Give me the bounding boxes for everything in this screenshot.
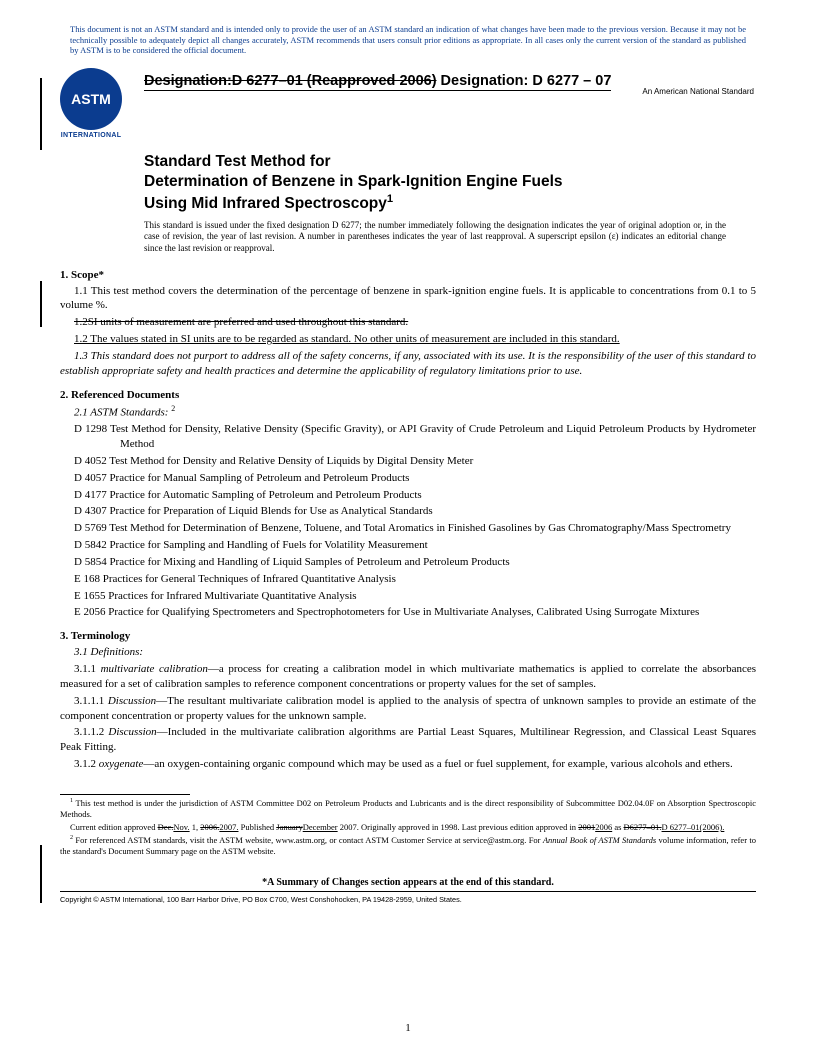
ref-item: E 2056 Practice for Qualifying Spectrome… (60, 605, 756, 620)
s3-p2term: Discussion (108, 695, 156, 707)
designation-struck: Designation:D 6277–01 (Reapproved 2006) (144, 73, 437, 89)
footnote-rule (60, 794, 190, 795)
fn1a: This test method is under the jurisdicti… (60, 798, 756, 819)
term-head: 3. Terminology (60, 630, 756, 642)
page-number: 1 (0, 1022, 816, 1034)
scope-head: 1. Scope* (60, 269, 756, 281)
summary-line: *A Summary of Changes section appears at… (60, 877, 756, 888)
title-sup: 1 (387, 193, 393, 205)
page: This document is not an ASTM standard an… (0, 0, 816, 1056)
change-bar (40, 281, 42, 327)
fn2: For referenced ASTM standards, visit the… (60, 835, 756, 856)
disclaimer: This document is not an ASTM standard an… (60, 24, 756, 56)
s1-p1: 1.1 This test method covers the determin… (60, 284, 756, 314)
s2-sub: 2.1 ASTM Standards: (74, 406, 168, 418)
logo-sub: INTERNATIONAL (59, 132, 124, 139)
s3-p4b: —an oxygen-containing organic compound w… (143, 758, 732, 770)
ref-item: D 5854 Practice for Mixing and Handling … (60, 555, 756, 570)
s1-p-new: 1.2 The values stated in SI units are to… (60, 332, 756, 347)
s3-p2a: 3.1.1.1 (74, 695, 108, 707)
logo-main: ASTM (71, 92, 111, 106)
ref-list: D 1298 Test Method for Density, Relative… (60, 422, 756, 620)
ref-item: D 4057 Practice for Manual Sampling of P… (60, 471, 756, 486)
ref-item: D 4307 Practice for Preparation of Liqui… (60, 504, 756, 519)
s3-p3b: —Included in the multivariate calibratio… (60, 726, 756, 753)
s2-sup: 2 (171, 404, 175, 413)
header: ASTM INTERNATIONAL Designation:D 6277–01… (60, 66, 756, 138)
issuance-note: This standard is issued under the fixed … (144, 220, 726, 255)
scope-body: 1.1 This test method covers the determin… (60, 284, 756, 379)
s3-p1a: 3.1.1 (74, 663, 101, 675)
s3-p3a: 3.1.1.2 (74, 726, 108, 738)
ans-note: An American National Standard (642, 87, 754, 96)
s3-p2b: —The resultant multivariate calibration … (60, 695, 756, 722)
fn1b: Current edition approved Dec.Nov. 1, 200… (60, 822, 756, 833)
refdocs-body: 2.1 ASTM Standards: 2 D 1298 Test Method… (60, 404, 756, 621)
s3-p4a: 3.1.2 (74, 758, 99, 770)
astm-logo: ASTM INTERNATIONAL (60, 66, 132, 138)
title-l3: Using Mid Infrared Spectroscopy (144, 195, 387, 212)
ref-item: D 4052 Test Method for Density and Relat… (60, 454, 756, 469)
ref-item: E 168 Practices for General Techniques o… (60, 572, 756, 587)
s1-p-struck: 1.2SI units of measurement are preferred… (60, 315, 756, 330)
copyright: Copyright © ASTM International, 100 Barr… (60, 891, 756, 904)
ref-item: D 5842 Practice for Sampling and Handlin… (60, 538, 756, 553)
title-l1: Standard Test Method for (144, 153, 331, 170)
s3-p3term: Discussion (108, 726, 156, 738)
s1-p3: 1.3 This standard does not purport to ad… (60, 349, 756, 379)
title: Standard Test Method for Determination o… (144, 152, 756, 214)
term-body: 3.1 Definitions: 3.1.1 multivariate cali… (60, 645, 756, 772)
ref-item: D 4177 Practice for Automatic Sampling o… (60, 488, 756, 503)
s3-p1term: multivariate calibration (101, 663, 208, 675)
change-bar (40, 845, 42, 903)
s3-sub: 3.1 Definitions: (60, 645, 756, 660)
ref-item: D 5769 Test Method for Determination of … (60, 521, 756, 536)
s3-p4term: oxygenate (99, 758, 144, 770)
footnotes: 1 This test method is under the jurisdic… (60, 798, 756, 857)
title-l2: Determination of Benzene in Spark-Igniti… (144, 173, 563, 190)
designation-current: Designation: D 6277 – 07 (437, 73, 612, 89)
ref-item: D 1298 Test Method for Density, Relative… (60, 422, 756, 452)
refdocs-head: 2. Referenced Documents (60, 389, 756, 401)
change-bar (40, 78, 42, 150)
ref-item: E 1655 Practices for Infrared Multivaria… (60, 589, 756, 604)
